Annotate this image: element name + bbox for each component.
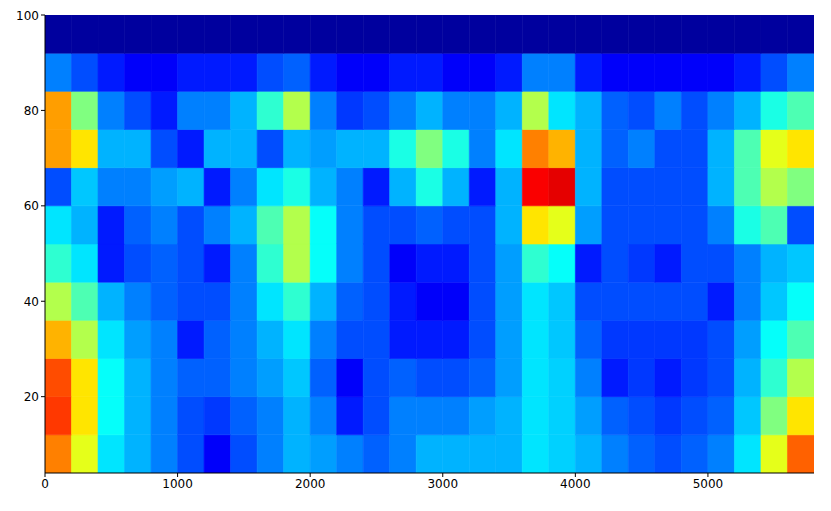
svg-text:4000: 4000 — [560, 477, 591, 491]
svg-text:60: 60 — [24, 199, 39, 213]
svg-text:2000: 2000 — [295, 477, 326, 491]
svg-text:3000: 3000 — [427, 477, 458, 491]
svg-text:5000: 5000 — [693, 477, 724, 491]
svg-text:20: 20 — [24, 390, 39, 404]
svg-text:0: 0 — [41, 477, 49, 491]
svg-text:80: 80 — [24, 104, 39, 118]
svg-text:1000: 1000 — [162, 477, 193, 491]
svg-text:40: 40 — [24, 295, 39, 309]
svg-text:100: 100 — [16, 9, 39, 23]
